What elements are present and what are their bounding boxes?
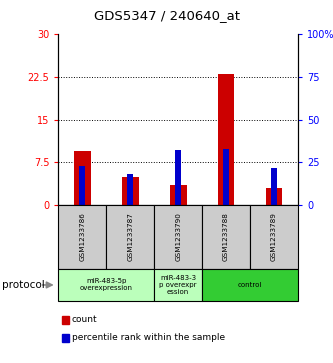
Bar bbox=[74, 151, 91, 205]
Text: GSM1233786: GSM1233786 bbox=[79, 212, 85, 261]
Bar bbox=[223, 149, 229, 205]
Text: control: control bbox=[238, 282, 262, 288]
Bar bbox=[122, 177, 139, 205]
Bar bbox=[266, 188, 282, 205]
Text: GSM1233787: GSM1233787 bbox=[127, 212, 133, 261]
Text: GSM1233788: GSM1233788 bbox=[223, 212, 229, 261]
Bar bbox=[62, 334, 69, 342]
Text: protocol: protocol bbox=[2, 280, 44, 290]
Text: miR-483-3
p overexpr
ession: miR-483-3 p overexpr ession bbox=[160, 275, 197, 295]
Text: GDS5347 / 240640_at: GDS5347 / 240640_at bbox=[94, 9, 239, 22]
Text: miR-483-5p
overexpression: miR-483-5p overexpression bbox=[80, 278, 133, 291]
Bar bbox=[175, 151, 181, 205]
Text: GSM1233790: GSM1233790 bbox=[175, 212, 181, 261]
Bar bbox=[62, 316, 69, 324]
Bar bbox=[218, 74, 234, 205]
Text: count: count bbox=[72, 315, 97, 324]
Bar bbox=[79, 166, 85, 205]
Bar bbox=[271, 168, 277, 205]
Bar bbox=[170, 185, 186, 205]
Bar bbox=[127, 174, 133, 205]
Text: GSM1233789: GSM1233789 bbox=[271, 212, 277, 261]
Text: percentile rank within the sample: percentile rank within the sample bbox=[72, 333, 225, 342]
